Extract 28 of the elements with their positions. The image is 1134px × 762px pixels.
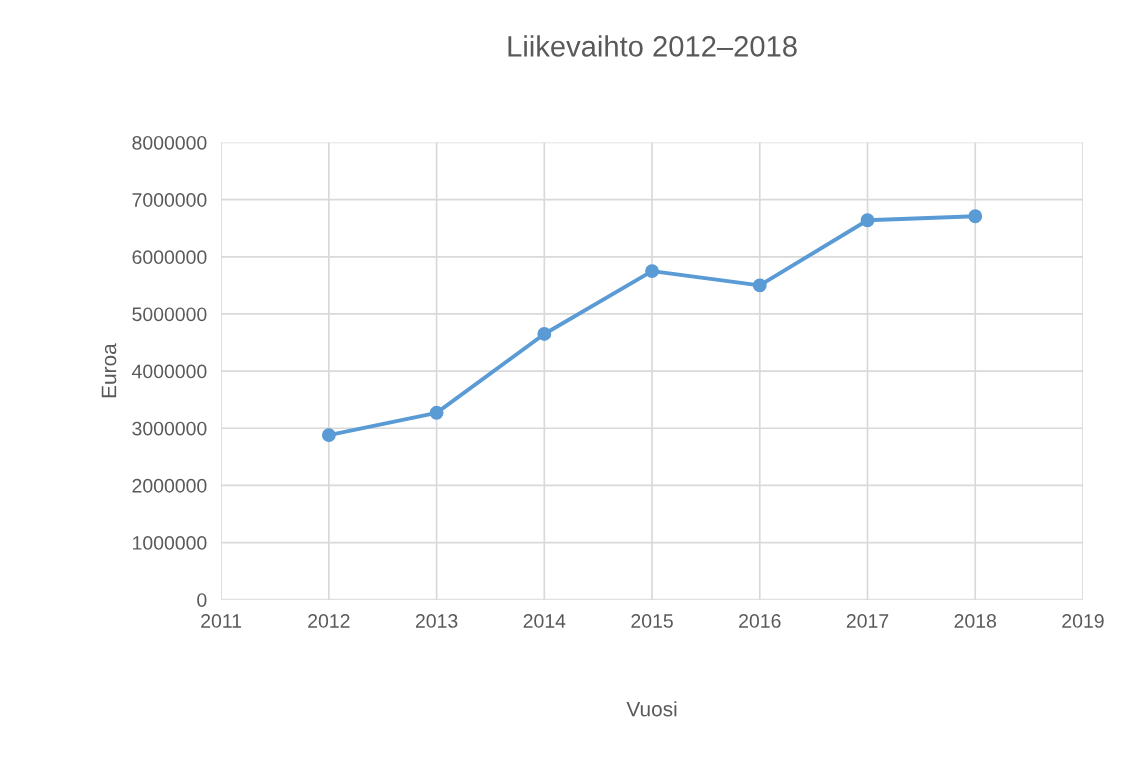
point [321, 428, 336, 443]
chart-title: Liikevaihto 2012–2018 [508, 35, 797, 57]
x-tick-label: 2011 [201, 614, 242, 628]
y-tick-label: 8000000 [132, 135, 207, 150]
point [860, 213, 875, 228]
y-axis-title: Euroa [101, 343, 117, 398]
point [429, 405, 444, 420]
y-tick-label: 2000000 [132, 478, 207, 493]
y-tick-label: 0 [197, 593, 207, 607]
y-tick-label: 1000000 [133, 536, 207, 550]
x-tick-label: 2019 [1062, 614, 1104, 628]
y-tick-label: 3000000 [132, 421, 207, 436]
y-tick-label: 6000000 [132, 250, 207, 265]
y-tick-label: 5000000 [132, 307, 207, 322]
x-tick-label: 2017 [846, 614, 889, 628]
point [752, 278, 767, 293]
point [537, 327, 552, 341]
y-tick-label: 7000000 [132, 193, 207, 207]
point [645, 264, 659, 279]
x-axis-title: Vuosi [626, 701, 677, 717]
x-tick-label: 2014 [523, 614, 566, 628]
x-tick-label: 2016 [739, 614, 781, 628]
x-tick-label: 2013 [415, 614, 458, 628]
point [968, 209, 983, 224]
x-tick-label: 2018 [954, 614, 997, 628]
x-tick-label: 2012 [308, 614, 350, 628]
y-tick-label: 4000000 [132, 364, 207, 379]
x-tick-label: 2015 [631, 614, 673, 628]
